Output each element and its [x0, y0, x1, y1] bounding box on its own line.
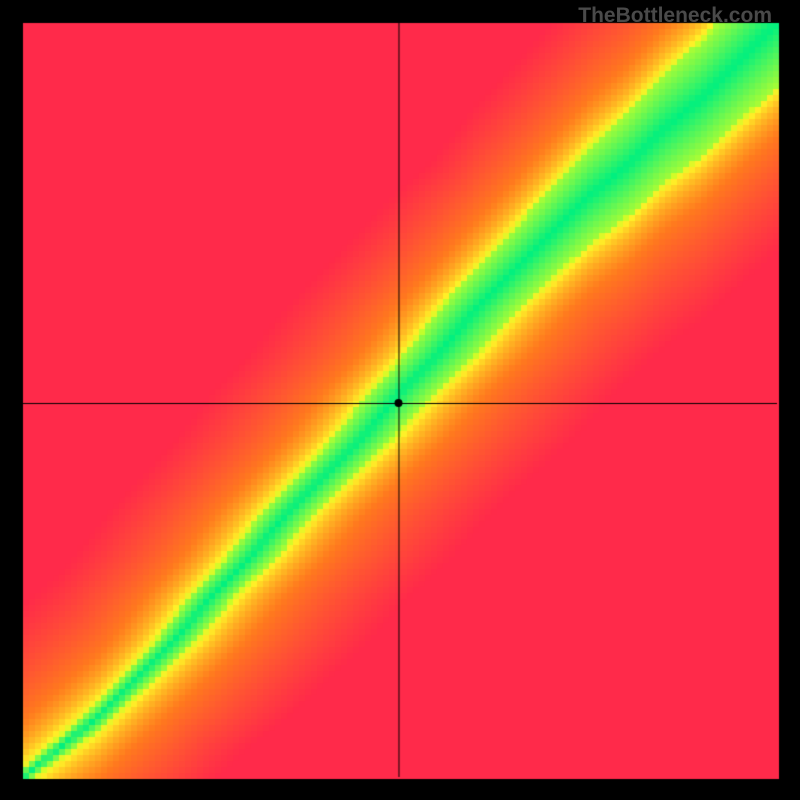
- chart-container: TheBottleneck.com: [0, 0, 800, 800]
- bottleneck-heatmap-canvas: [0, 0, 800, 800]
